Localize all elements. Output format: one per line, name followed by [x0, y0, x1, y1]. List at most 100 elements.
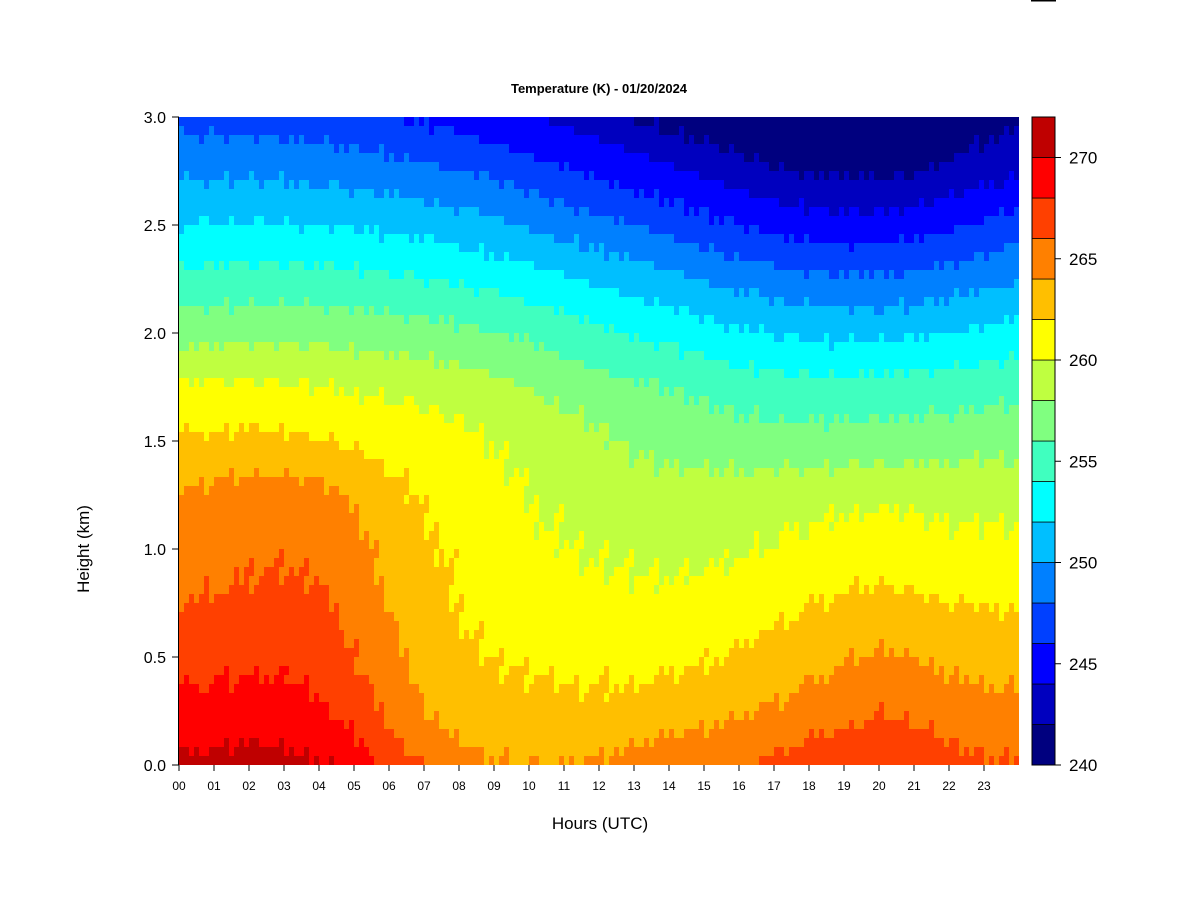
heatmap-cell — [874, 126, 880, 136]
heatmap-cell — [784, 189, 790, 199]
heatmap-cell — [704, 324, 710, 334]
heatmap-cell — [209, 180, 215, 190]
heatmap-cell — [994, 342, 1000, 352]
heatmap-cell — [789, 333, 795, 343]
heatmap-cell — [409, 378, 415, 388]
heatmap-cell — [204, 252, 210, 262]
heatmap-cell — [239, 225, 245, 235]
heatmap-cell — [504, 378, 510, 388]
heatmap-cell — [864, 117, 870, 127]
heatmap-cell — [949, 162, 955, 172]
heatmap-cell — [824, 342, 830, 352]
heatmap-cell — [279, 162, 285, 172]
heatmap-cell — [369, 288, 375, 298]
heatmap-cell — [604, 270, 610, 280]
heatmap-cell — [914, 333, 920, 343]
heatmap-cell — [474, 135, 480, 145]
heatmap-cell — [449, 144, 455, 154]
heatmap-cell — [419, 189, 425, 199]
heatmap-cell — [794, 297, 800, 307]
heatmap-cell — [999, 135, 1005, 145]
heatmap-cell — [924, 180, 930, 190]
heatmap-cell — [849, 306, 855, 316]
heatmap-cell — [379, 261, 385, 271]
heatmap-cell — [744, 189, 750, 199]
heatmap-cell — [499, 333, 505, 343]
heatmap-cell — [659, 117, 665, 127]
heatmap-cell — [209, 324, 215, 334]
heatmap-cell — [289, 333, 295, 343]
heatmap-cell — [1009, 324, 1015, 334]
heatmap-cell — [409, 135, 415, 145]
heatmap-cell — [284, 216, 290, 226]
heatmap-cell — [714, 351, 720, 361]
heatmap-cell — [364, 315, 370, 325]
heatmap-cell — [314, 144, 320, 154]
heatmap-cell — [969, 234, 975, 244]
heatmap-cell — [869, 144, 875, 154]
heatmap-cell — [774, 315, 780, 325]
heatmap-cell — [179, 297, 185, 307]
heatmap-cell — [754, 315, 760, 325]
heatmap-cell — [499, 162, 505, 172]
heatmap-cell — [469, 126, 475, 136]
heatmap-cell — [559, 153, 565, 163]
heatmap-cell — [194, 117, 200, 127]
heatmap-cell — [444, 306, 450, 316]
heatmap-cell — [934, 234, 940, 244]
heatmap-cell — [604, 243, 610, 253]
heatmap-cell — [484, 261, 490, 271]
heatmap-cell — [914, 342, 920, 352]
heatmap-cell — [829, 135, 835, 145]
heatmap-cell — [954, 243, 960, 253]
heatmap-cell — [189, 369, 195, 379]
heatmap-cell — [649, 351, 655, 361]
heatmap-cell — [524, 243, 530, 253]
heatmap-cell — [714, 360, 720, 370]
heatmap-cell — [789, 252, 795, 262]
heatmap-cell — [309, 225, 315, 235]
heatmap-cell — [259, 117, 265, 127]
heatmap-cell — [939, 333, 945, 343]
heatmap-cell — [469, 189, 475, 199]
heatmap-cell — [259, 351, 265, 361]
heatmap-cell — [719, 153, 725, 163]
heatmap-cell — [659, 207, 665, 217]
heatmap-cell — [784, 144, 790, 154]
heatmap-cell — [204, 171, 210, 181]
heatmap-cell — [319, 369, 325, 379]
heatmap-cell — [419, 126, 425, 136]
heatmap-cell — [639, 180, 645, 190]
heatmap-cell — [759, 117, 765, 127]
heatmap-cell — [989, 333, 995, 343]
heatmap-cell — [264, 171, 270, 181]
heatmap-cell — [379, 135, 385, 145]
heatmap-cell — [744, 252, 750, 262]
heatmap-cell — [909, 351, 915, 361]
heatmap-cell — [894, 162, 900, 172]
heatmap-cell — [189, 360, 195, 370]
heatmap-cell — [184, 261, 190, 271]
heatmap-cell — [859, 351, 865, 361]
heatmap-cell — [974, 360, 980, 370]
heatmap-cell — [614, 315, 620, 325]
heatmap-cell — [549, 378, 555, 388]
heatmap-cell — [914, 324, 920, 334]
heatmap-cell — [749, 279, 755, 289]
heatmap-cell — [779, 126, 785, 136]
heatmap-cell — [664, 324, 670, 334]
heatmap-cell — [369, 270, 375, 280]
heatmap-cell — [329, 180, 335, 190]
heatmap-cell — [264, 198, 270, 208]
heatmap-cell — [794, 279, 800, 289]
heatmap-cell — [239, 270, 245, 280]
heatmap-cell — [549, 243, 555, 253]
heatmap-cell — [469, 225, 475, 235]
heatmap-cell — [464, 153, 470, 163]
heatmap-cell — [419, 369, 425, 379]
heatmap-cell — [649, 153, 655, 163]
heatmap-cell — [809, 306, 815, 316]
heatmap-cell — [979, 324, 985, 334]
heatmap-cell — [664, 171, 670, 181]
heatmap-cell — [939, 225, 945, 235]
